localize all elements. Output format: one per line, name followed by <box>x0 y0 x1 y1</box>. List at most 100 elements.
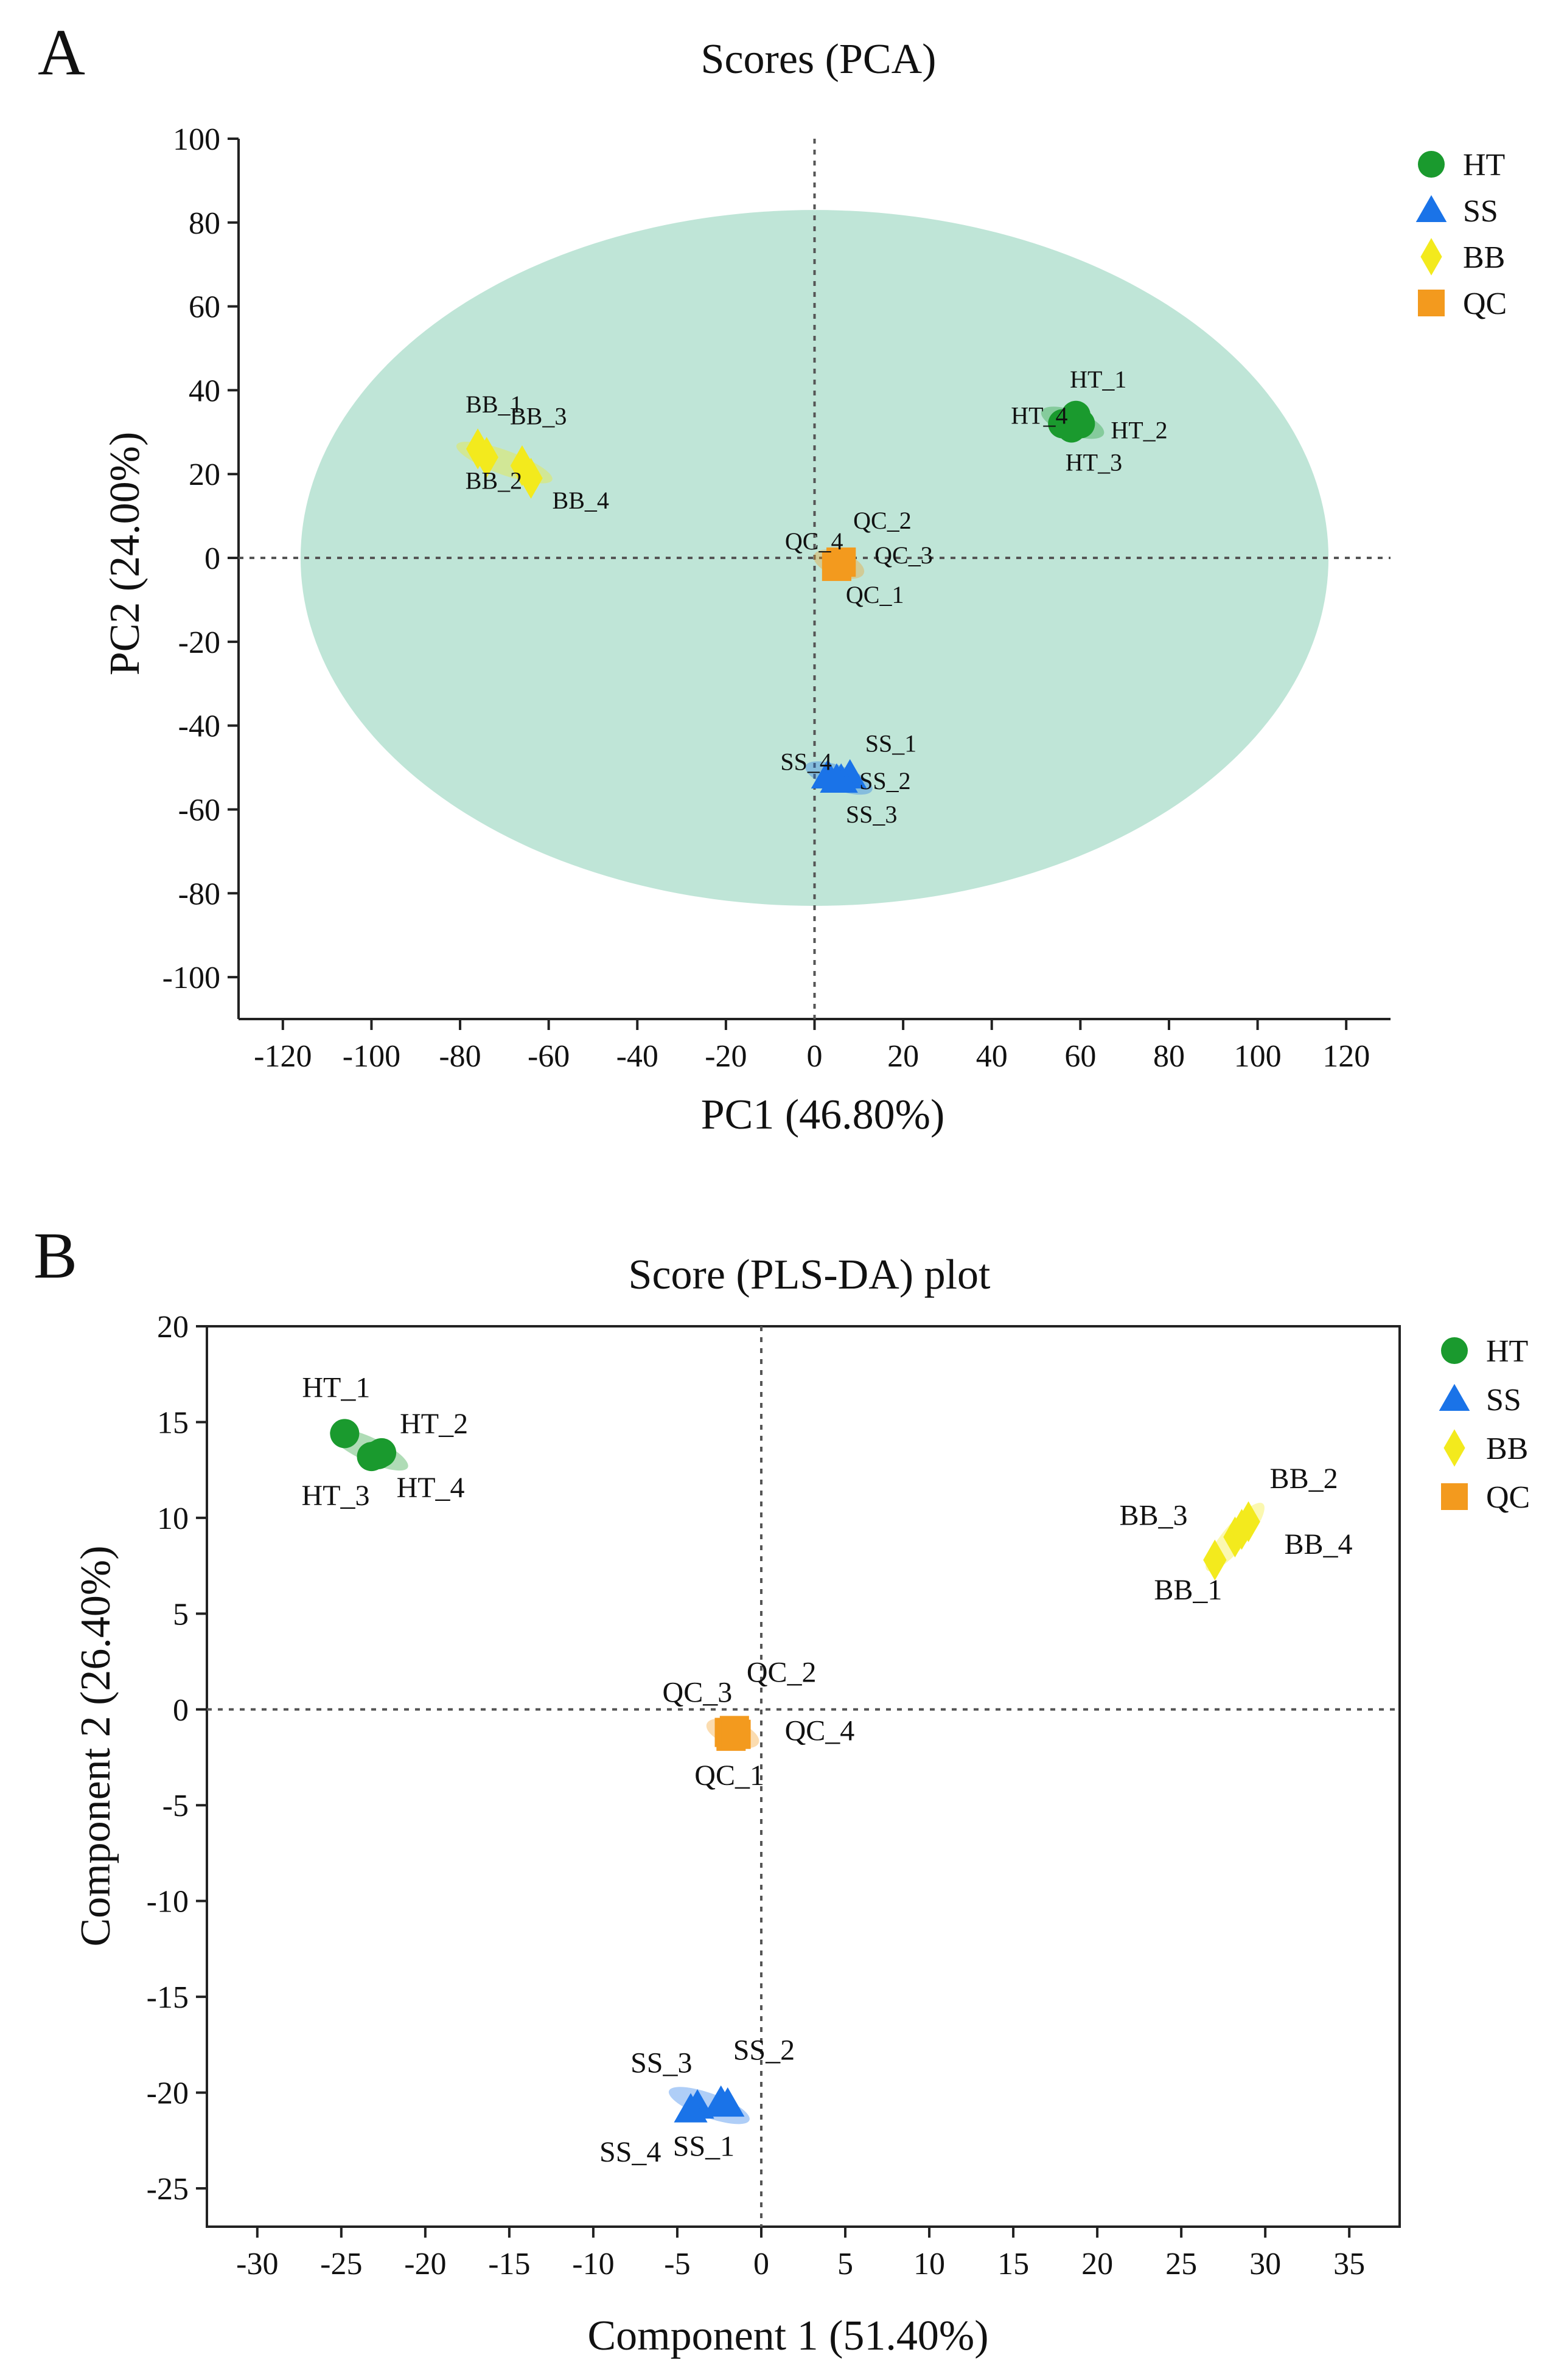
group-ellipse-ss <box>668 2087 750 2124</box>
x-tick-label: 20 <box>1081 2247 1113 2281</box>
y-tick-label: -25 <box>147 2172 189 2207</box>
point-label: HT_4 <box>1011 402 1067 430</box>
plsda-legend: HT SS BB QC <box>1439 1334 1530 1515</box>
point-label: QC_3 <box>874 541 933 569</box>
x-tick-label: 120 <box>1322 1039 1370 1074</box>
point-label: SS_4 <box>780 748 832 775</box>
y-tick-label: 0 <box>173 1693 189 1728</box>
x-tick-label: -5 <box>664 2247 690 2281</box>
panel-label-b: B <box>33 1220 77 1292</box>
point-label: BB_2 <box>466 467 522 495</box>
point-label: BB_4 <box>553 487 609 514</box>
point-label: SS_1 <box>673 2130 735 2162</box>
point-label: BB_3 <box>1119 1499 1187 1531</box>
point-label: QC_3 <box>663 1677 733 1709</box>
x-tick-label: -20 <box>705 1039 747 1074</box>
plot-frame <box>206 1325 1401 2228</box>
point-label: QC_2 <box>747 1656 817 1688</box>
point-bb-4 <box>519 458 543 499</box>
pca-legend: HT SS BB QC <box>1415 148 1507 321</box>
point-label: SS_3 <box>630 2047 692 2079</box>
x-tick-label: -120 <box>254 1039 312 1074</box>
y-tick-label: -80 <box>178 877 220 911</box>
x-tick-label: 5 <box>837 2247 853 2281</box>
x-tick-label: -15 <box>488 2247 530 2281</box>
legend-marker-ss <box>1439 1383 1470 1411</box>
x-tick-label: 40 <box>976 1039 1008 1074</box>
panel-label-a: A <box>38 16 85 89</box>
y-tick-label: -60 <box>178 793 220 827</box>
y-tick-label: 20 <box>157 1310 189 1345</box>
plsda-panel: B Score (PLS-DA) plot -30 -25 -20 -15 -10 -5 0… <box>33 1220 1530 2359</box>
pca-x-axis-label: PC1 (46.80%) <box>701 1091 945 1138</box>
point-label: QC_4 <box>785 1715 855 1747</box>
y-tick-label: -40 <box>178 709 220 744</box>
x-tick-label: -60 <box>528 1039 570 1074</box>
legend-marker-ht <box>1418 151 1445 178</box>
legend-label-bb: BB <box>1463 240 1505 275</box>
x-tick-label: 100 <box>1234 1039 1282 1074</box>
point-label: QC_2 <box>853 507 912 534</box>
point-label: SS_4 <box>599 2136 661 2168</box>
x-tick-label: 0 <box>807 1039 823 1074</box>
legend-label-bb: BB <box>1486 1432 1528 1466</box>
point-label: HT_1 <box>1070 366 1126 393</box>
y-tick-label: 0 <box>204 541 220 576</box>
point-label: HT_3 <box>1066 448 1122 476</box>
point-ht-4 <box>363 1439 393 1469</box>
point-ht-1 <box>330 1419 360 1449</box>
point-label: SS_1 <box>865 729 917 757</box>
y-tick-label: 80 <box>189 206 220 241</box>
point-bb-1 <box>1203 1539 1227 1581</box>
point-label: SS_3 <box>846 801 898 828</box>
x-tick-label: -40 <box>616 1039 658 1074</box>
point-bb-2 <box>475 437 498 478</box>
point-label: BB_4 <box>1285 1528 1353 1561</box>
legend-marker-bb <box>1443 1429 1465 1467</box>
x-tick-label: -10 <box>572 2247 614 2281</box>
point-label: BB_1 <box>1154 1574 1222 1606</box>
legend-marker-qc <box>1441 1483 1468 1510</box>
x-tick-label: 25 <box>1165 2247 1197 2281</box>
point-label: QC_1 <box>694 1759 764 1792</box>
point-bb-4 <box>1230 1509 1254 1550</box>
point-label: SS_2 <box>733 2034 795 2066</box>
legend-label-ss: SS <box>1486 1383 1521 1418</box>
point-label: BB_2 <box>1270 1463 1338 1495</box>
x-tick-label: -20 <box>404 2247 446 2281</box>
pca-chart-title: Scores (PCA) <box>701 36 937 83</box>
y-tick-label: -10 <box>147 1885 189 1919</box>
y-tick-label: -100 <box>162 961 220 995</box>
pca-panel: A Scores (PCA) -120 -100 -80 -60 -40 -20 0 20 40… <box>38 16 1507 1138</box>
legend-marker-ht <box>1441 1337 1468 1364</box>
x-tick-label: 60 <box>1064 1039 1096 1074</box>
point-ss-2 <box>704 2085 738 2115</box>
point-ht-4 <box>1048 409 1078 439</box>
x-tick-label: 35 <box>1333 2247 1365 2281</box>
y-tick-label: -20 <box>178 625 220 660</box>
y-tick-label: 20 <box>189 458 220 492</box>
plsda-chart-title: Score (PLS-DA) plot <box>629 1251 991 1298</box>
y-tick-label: 15 <box>157 1405 189 1440</box>
legend-label-ss: SS <box>1463 194 1498 229</box>
y-tick-label: -20 <box>147 2076 189 2111</box>
point-label: HT_2 <box>400 1408 468 1440</box>
point-label: HT_4 <box>397 1472 465 1504</box>
legend-label-ht: HT <box>1486 1334 1528 1369</box>
y-tick-label: 10 <box>157 1501 189 1536</box>
point-qc-4 <box>721 1719 751 1749</box>
y-tick-label: 60 <box>189 290 220 325</box>
plsda-x-axis-label: Component 1 (51.40%) <box>587 2312 988 2359</box>
y-tick-label: 5 <box>173 1597 189 1632</box>
legend-label-qc: QC <box>1486 1480 1530 1515</box>
legend-label-ht: HT <box>1463 148 1505 183</box>
point-label: HT_2 <box>1111 417 1167 444</box>
y-tick-label: -15 <box>147 1980 189 2015</box>
plsda-y-axis-label: Component 2 (26.40%) <box>72 1545 119 1946</box>
point-label: HT_3 <box>302 1480 370 1512</box>
x-tick-label: -25 <box>320 2247 362 2281</box>
x-tick-label: -100 <box>343 1039 400 1074</box>
point-label: QC_4 <box>785 527 843 555</box>
point-qc-4 <box>822 551 851 581</box>
x-tick-label: 10 <box>913 2247 945 2281</box>
